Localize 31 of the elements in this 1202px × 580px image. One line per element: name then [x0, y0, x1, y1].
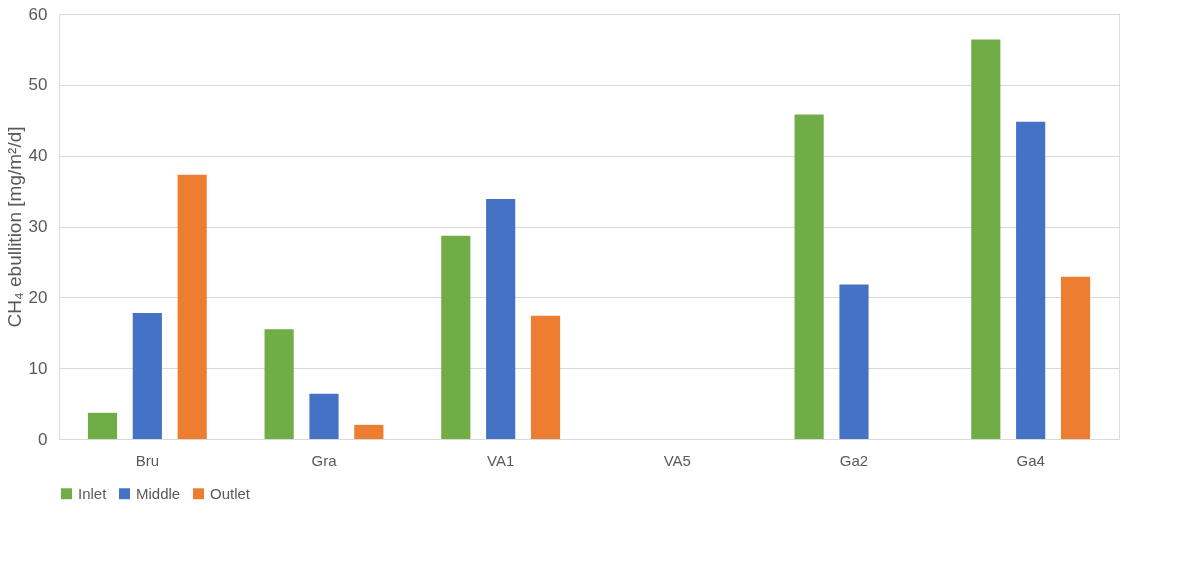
bar — [1060, 276, 1091, 439]
bar — [530, 315, 561, 439]
bar — [839, 284, 869, 439]
bar — [132, 312, 162, 439]
y-tick-label: 40 — [28, 146, 48, 166]
y-tick-label: 0 — [38, 429, 48, 449]
x-tick-label: Ga4 — [1016, 451, 1045, 469]
y-tick-label: 60 — [28, 4, 48, 24]
legend-label: Inlet — [78, 484, 108, 502]
x-tick-label: Ga2 — [839, 451, 869, 469]
bar — [87, 412, 118, 439]
bar — [441, 235, 471, 439]
x-tick-label: Bru — [135, 451, 160, 469]
y-tick-label: 30 — [28, 217, 48, 236]
x-tick-label: VA1 — [487, 451, 515, 469]
x-tick-label: Gra — [311, 451, 338, 469]
bar — [794, 114, 824, 439]
legend-label: Middle — [136, 484, 181, 502]
bar — [971, 39, 1001, 439]
bar — [264, 329, 294, 439]
bar — [177, 174, 207, 439]
legend-label: Outlet — [210, 484, 251, 502]
y-axis-title: CH₄ ebullition [mg/m²/d] — [3, 126, 25, 328]
y-tick-label: 20 — [28, 287, 48, 307]
y-tick-label: 10 — [28, 358, 48, 378]
bar — [486, 198, 516, 439]
bar — [1016, 121, 1046, 439]
bar — [354, 424, 384, 439]
y-tick-label: 50 — [28, 75, 48, 95]
bar — [309, 393, 339, 439]
x-tick-label: VA5 — [663, 451, 691, 469]
